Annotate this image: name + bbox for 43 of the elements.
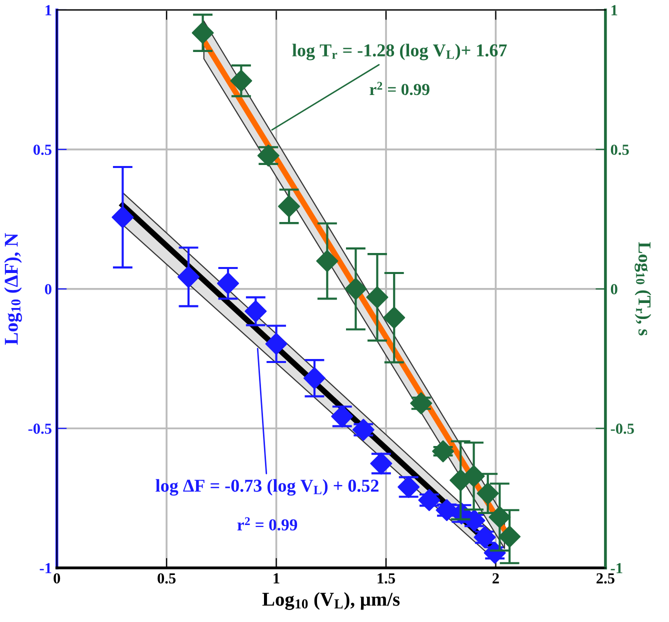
point: [344, 278, 367, 300]
y2-tick-label: 0.5: [610, 144, 629, 155]
y-tick-label: -0.5: [28, 424, 52, 434]
point: [192, 22, 214, 44]
point: [463, 509, 486, 532]
point: [244, 300, 267, 322]
y2-tick-label: -1: [610, 563, 622, 574]
point: [316, 250, 338, 272]
x-tick-label: 1.5: [378, 573, 396, 584]
point: [488, 506, 511, 528]
x-tick-label: 0.5: [158, 573, 176, 584]
point: [498, 526, 521, 548]
point: [303, 367, 326, 390]
y-tick-label: 1: [46, 5, 52, 16]
point: [410, 392, 432, 414]
point: [178, 266, 200, 288]
point: [432, 440, 454, 462]
y2-tick-label: 1: [612, 5, 618, 16]
point: [217, 272, 240, 294]
x-tick-label: 1: [274, 573, 280, 584]
y-tick-label: 0.5: [33, 144, 52, 155]
x-tick-label: 2: [492, 573, 499, 584]
point: [278, 195, 300, 218]
point: [383, 306, 406, 329]
y-tick-label: 0: [44, 284, 52, 294]
y-tick-label: -1: [40, 563, 52, 574]
y2-tick-label: 0: [610, 284, 618, 294]
x-tick-label: 0: [54, 573, 60, 584]
x-axis-title: Log$_{10}$ (V$_{L}$), μm/s: [262, 592, 400, 610]
annotation: log ΔF = -0.73 (log V$_{L}$) + 0.52: [156, 479, 378, 496]
x-tick-label: 2.5: [596, 573, 614, 584]
point: [474, 526, 496, 548]
y2-tick-label: -0.5: [610, 424, 634, 434]
point: [230, 70, 252, 92]
point: [366, 286, 388, 308]
point: [476, 482, 499, 504]
annotation: r$^{2}$ = 0.99: [370, 82, 430, 96]
annotation: r$^{2}$ = 0.99: [237, 517, 298, 531]
point: [265, 332, 288, 355]
annotation: log T$_{r}$ = -1.28 (log V$_{L}$)+ 1.67: [292, 44, 507, 60]
y2-axis-title: Log$_{10}$ (T$_{r}$), s: [634, 242, 652, 336]
point: [112, 206, 134, 228]
y-axis-title: Log$_{10}$ (ΔF), N: [4, 233, 22, 345]
